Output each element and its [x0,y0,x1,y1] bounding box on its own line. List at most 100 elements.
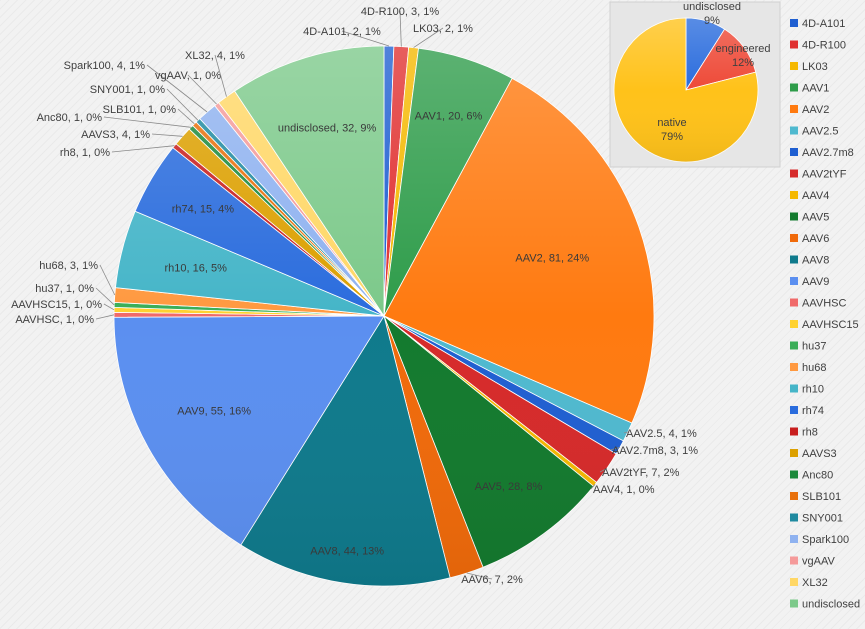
legend-label: LK03 [802,61,828,73]
legend-item-hu68: hu68 [790,362,826,374]
legend-item-aavhsc: AAVHSC [790,298,846,310]
leader-line-hu68 [99,264,116,296]
legend-label: AAV6 [802,233,829,245]
legend-swatch [790,320,798,328]
main-pie-labels: 4D-A101, 2, 1% 4D-R100, 3, 1% LK03, 2, 1% A… [11,6,698,586]
leader-line-rh8 [111,145,175,153]
legend-item-aav2-5: AAV2.5 [790,126,839,138]
legend-swatch [790,492,798,500]
data-label-aav2-5: AAV2.5, 4, 1% [626,428,697,440]
legend-swatch [790,212,798,221]
data-label-rh74: rh74, 15, 4% [172,204,235,216]
data-label-anc80: Anc80, 1, 0% [37,112,103,124]
data-label-spark100: Spark100, 4, 1% [64,60,146,72]
inset-percent-engineered: 12% [732,57,754,69]
legend-swatch [790,126,798,135]
leader-line-aav2-7m8 [609,447,621,451]
legend-label: hu37 [802,341,826,353]
legend-swatch [790,255,798,264]
data-label-aav2: AAV2, 81, 24% [515,253,589,265]
legend-item-vgaav: vgAAV [790,556,835,568]
data-label-vgaav: vgAAV, 1, 0% [155,70,221,82]
legend-swatch [790,599,798,608]
legend-label: 4D-R100 [802,40,846,52]
leader-line-aavhsc15 [103,303,115,311]
legend-label: AAV2 [802,104,829,116]
data-label-aav1: AAV1, 20, 6% [415,111,483,123]
legend-label: Anc80 [802,470,833,482]
data-label-xl32: XL32, 4, 1% [185,50,245,62]
legend-label: AAV4 [802,190,829,202]
legend-swatch [790,191,798,199]
legend-label: AAV2tYF [802,169,847,181]
leader-line-4d-a101 [341,30,390,47]
legend-swatch [790,341,798,350]
legend-label: AAV2.5 [802,126,839,138]
legend-item-aav2tyf: AAV2tYF [790,169,847,181]
legend-item-aav9: AAV9 [790,276,829,288]
data-label-aav4: AAV4, 1, 0% [593,484,655,496]
legend-label: SNY001 [802,513,843,525]
inset-label-undisclosed: undisclosed [683,1,741,13]
legend-label: 4D-A101 [802,18,845,30]
data-label-slb101: SLB101, 1, 0% [103,104,177,116]
legend-item-aav5: AAV5 [790,212,829,224]
inset-label-native: native [657,117,686,129]
leader-line-4d-r100 [399,10,402,47]
legend-label: AAV1 [802,83,829,95]
data-label-hu37: hu37, 1, 0% [35,283,94,295]
data-label-aav2-7m8: AAV2.7m8, 3, 1% [612,445,698,457]
legend-swatch [790,234,798,242]
legend-label: AAV9 [802,276,829,288]
legend-item-aav2: AAV2 [790,104,829,116]
legend-swatch [790,513,798,522]
legend-item-aav8: AAV8 [790,255,829,267]
legend-label: undisclosed [802,599,860,611]
legend-item-4d-a101: 4D-A101 [790,18,845,30]
legend-swatch [790,298,798,307]
legend-item-rh10: rh10 [790,384,824,396]
legend-label: rh10 [802,384,824,396]
inset-pie [613,17,759,163]
legend-swatch [790,384,798,393]
leader-line-sny001 [166,88,199,121]
leader-line-spark100 [146,64,208,113]
inset-pie-labels: undisclosed 9% engineered 12% native 79% [657,1,770,143]
leader-line-hu37 [95,287,115,306]
legend-swatch [790,470,798,479]
leader-line-anc80 [103,116,191,128]
legend-swatch [790,169,798,178]
legend-label: hu68 [802,362,826,374]
legend-label: vgAAV [802,556,835,568]
leader-line-aav2-5 [623,431,628,434]
legend-item-4d-r100: 4D-R100 [790,40,846,52]
data-label-rh8: rh8, 1, 0% [60,147,110,159]
data-label-undisclosed: undisclosed, 32, 9% [278,122,377,134]
data-label-rh10: rh10, 16, 5% [165,263,228,275]
data-label-aavs3: AAVS3, 4, 1% [81,129,150,141]
legend-swatch [790,449,798,457]
legend-swatch [790,427,798,436]
data-label-aavhsc15: AAVHSC15, 1, 0% [11,299,102,311]
legend-label: rh74 [802,405,824,417]
legend-label: AAVHSC [802,298,846,310]
leader-line-aavs3 [151,133,183,137]
legend-swatch [790,83,798,92]
leader-line-lk03 [413,27,444,48]
legend-swatch [790,535,798,543]
legend-item-undisclosed: undisclosed [790,599,860,611]
legend-swatch [790,406,798,414]
legend-swatch [790,363,798,371]
inset-pie-panel: undisclosed 9% engineered 12% native 79% [609,1,781,168]
leader-line-slb101 [177,108,195,125]
legend-label: AAV8 [802,255,829,267]
legend-swatch [790,62,798,70]
leader-line-xl32 [214,54,227,97]
legend-label: Spark100 [802,534,849,546]
legend-item-aavs3: AAVS3 [790,448,837,460]
legend-swatch [790,578,798,586]
leader-line-aav2tyf [599,468,608,473]
legend-item-aav2-7m8: AAV2.7m8 [790,147,854,159]
inset-percent-native: 79% [661,131,683,143]
data-label-aav5: AAV5, 28, 8% [475,481,543,493]
